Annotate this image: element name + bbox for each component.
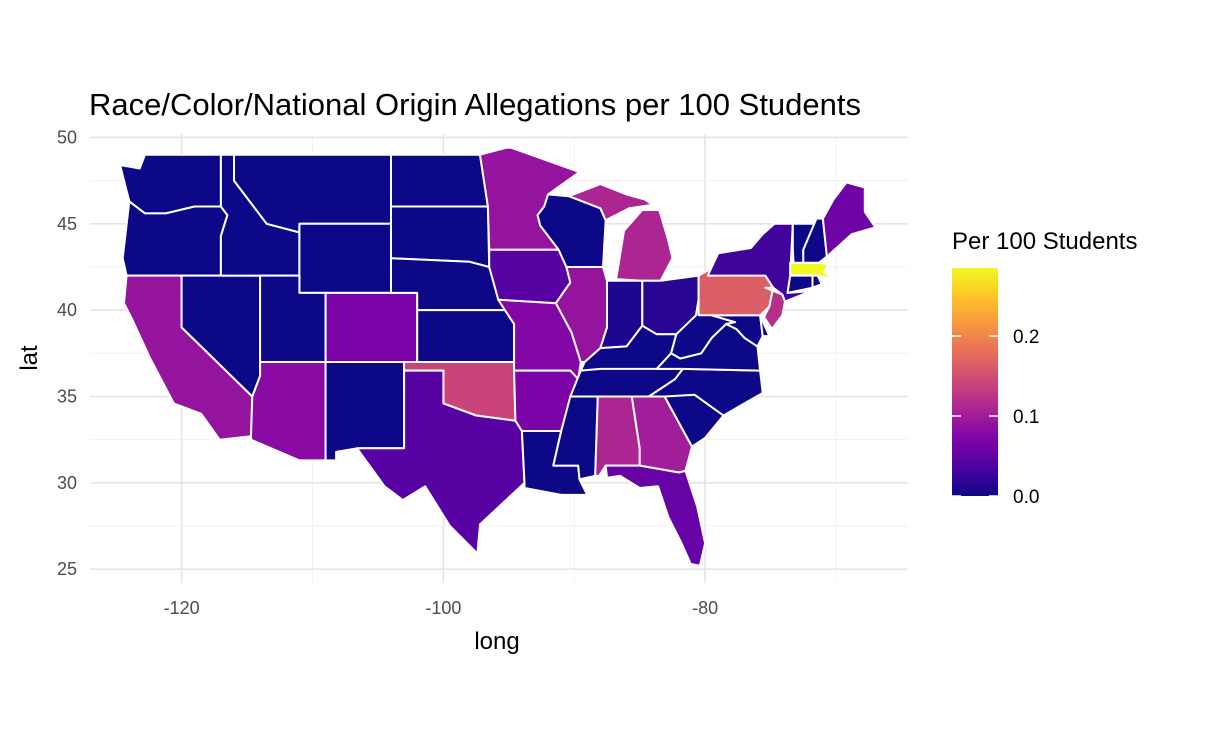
legend-title: Per 100 Students [952,228,1137,255]
x-tick-labels: -120 -100 -80 [164,598,719,618]
legend-break-label: 0.1 [1013,407,1039,428]
state-maine [821,181,877,258]
x-tick-label: -100 [425,598,461,618]
states-layer [119,146,877,567]
state-mississippi [552,395,599,481]
y-tick-label: 45 [57,214,77,234]
state-delaware [759,314,771,338]
legend-breaks: 0.0 0.1 0.2 [952,327,1039,508]
y-axis-title: lat [16,345,43,371]
state-kansas [416,309,516,363]
y-tick-label: 50 [57,127,77,147]
state-massachusetts [789,261,837,281]
legend-break-label: 0.2 [1013,327,1039,348]
state-new-mexico [324,361,406,462]
state-south-dakota [390,205,491,268]
state-rhode-island [811,274,823,289]
legend-colorbar [952,268,998,496]
state-michigan-upper [568,183,654,222]
x-tick-label: -120 [164,598,200,618]
state-michigan [615,209,674,282]
state-colorado [324,291,419,363]
state-wyoming [298,222,392,294]
state-north-carolina [647,367,764,417]
y-tick-label: 40 [57,300,77,320]
state-north-dakota [390,153,489,208]
y-tick-label: 35 [57,386,77,406]
y-tick-labels: 25 30 35 40 45 50 [57,127,77,579]
x-axis-title: long [474,628,519,655]
state-texas [356,369,526,555]
y-tick-label: 25 [57,559,77,579]
state-iowa [488,248,572,305]
state-oregon [121,200,229,277]
x-tick-label: -80 [692,598,718,618]
plot-title: Race/Color/National Origin Allegations p… [89,87,861,122]
y-tick-label: 30 [57,473,77,493]
legend-break-label: 0.0 [1013,487,1039,508]
state-washington [119,153,222,215]
state-pennsylvania [697,269,775,317]
state-arizona [250,361,327,462]
legend: Per 100 Students 0.0 0.1 0.2 [952,228,1137,508]
state-florida [604,464,707,567]
